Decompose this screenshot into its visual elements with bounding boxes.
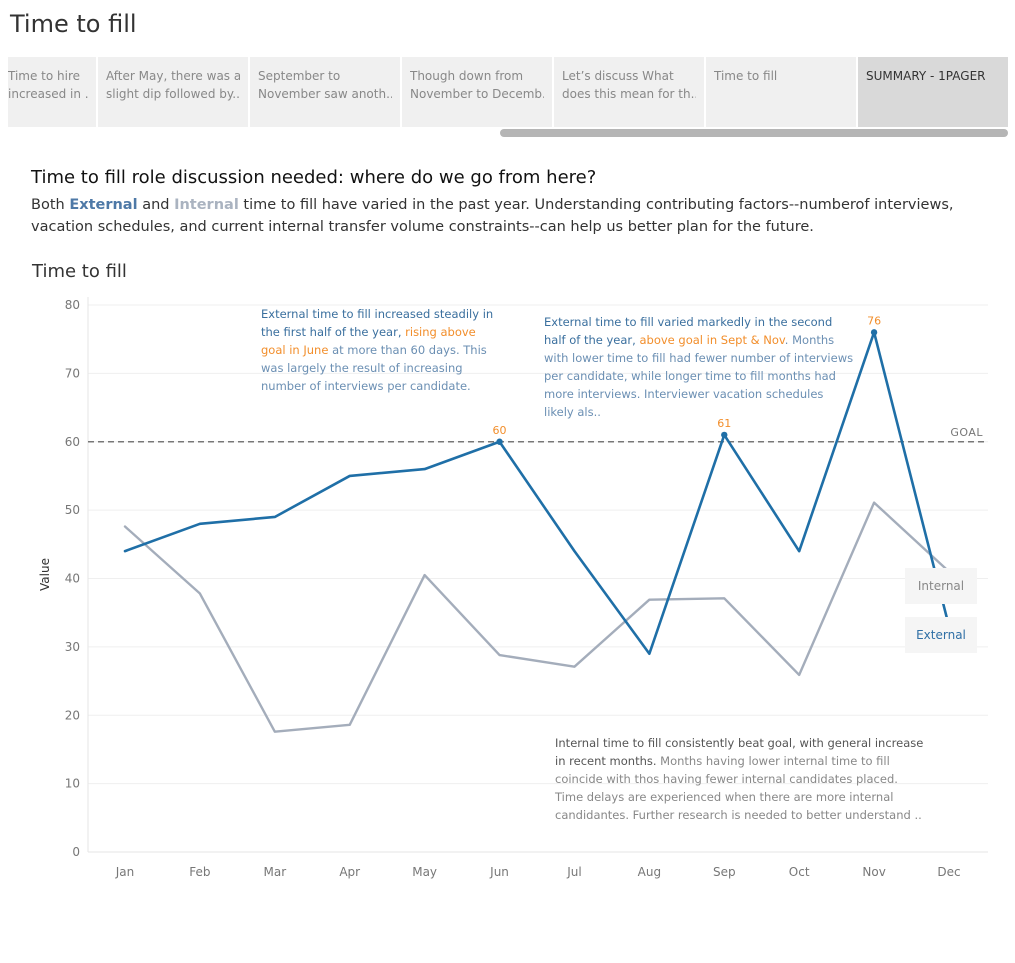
data-label: 76 [867,314,881,327]
x-tick-label: Jan [115,865,135,879]
data-point-internal [349,724,351,726]
x-tick-label: Sep [713,865,736,879]
subtext-internal: Internal [174,197,239,213]
ann1-part3: at more than 60 days. This was largely t… [261,343,487,393]
tabs-scrollbar[interactable] [500,129,1008,137]
x-tick-label: Feb [189,865,210,879]
data-point-internal [423,574,425,576]
x-tick-label: Mar [263,865,286,879]
subtext-both: Both [31,197,65,213]
tab-line: Time to hire [8,69,81,83]
story-tab-4[interactable]: Though down from November to Decemb.. [402,57,552,127]
data-point-internal [798,674,800,676]
data-point-internal [199,592,201,594]
series-line-internal [123,501,951,733]
y-tick-label: 70 [65,366,80,380]
subtext-rest: time to fill have varied in the past yea… [31,197,954,235]
data-point-external [349,475,351,477]
data-point-internal [648,598,650,600]
x-tick-label: Oct [789,865,810,879]
legend-internal[interactable]: Internal [905,568,977,604]
y-axis-title: Value [38,558,52,591]
y-tick-label: 40 [65,572,80,586]
story-tabs: Time to hire increased in .. After May, … [8,57,1008,127]
data-point-external [648,653,650,655]
subtext-external: External [69,197,138,213]
highlight-point [870,329,878,336]
y-tick-label: 10 [65,777,80,791]
x-tick-label: Dec [937,865,960,879]
data-point-internal [873,501,875,503]
y-tick-label: 20 [65,708,80,722]
x-tick-label: Jul [566,865,581,879]
x-tick-label: May [412,865,437,879]
data-label: 60 [493,424,507,437]
data-label: 61 [717,417,731,430]
tab-line: November saw anoth.. [258,87,392,101]
subtext-and: and [142,197,170,213]
data-point-internal [124,525,126,527]
y-tick-label: 60 [65,435,80,449]
dashboard-subtext: Both External and Internal time to fill … [31,194,1001,238]
data-point-internal [498,654,500,656]
x-tick-label: Jun [489,865,509,879]
tab-line: slight dip followed by.. [106,87,240,101]
x-tick-label: Nov [862,865,885,879]
data-point-external [274,516,276,518]
data-point-external [124,550,126,552]
data-point-internal [723,597,725,599]
y-tick-label: 50 [65,503,80,517]
story-title: Time to fill [10,10,137,38]
annotation-external-second-half: External time to fill varied markedly in… [544,313,854,421]
ann3-part1: Internal time to fill consistently beat … [555,736,924,768]
highlight-point [721,431,728,439]
story-tab-7-active[interactable]: SUMMARY - 1PAGER [858,57,1008,127]
tab-line: September to [258,69,341,83]
annotation-external-first-half: External time to fill increased steadily… [261,305,501,395]
ann1-part2: rising above goal in June [261,325,476,357]
ann2-part2: above goal in Sept & Nov [639,333,785,347]
tab-line: After May, there was a [106,69,240,83]
x-tick-label: Aug [638,865,661,879]
time-to-fill-chart: 0 10 20 30 40 50 60 70 80 Jan Feb Mar Apr May Jun Jul Au… [38,297,988,879]
ann1-part1: External time to fill increased steadily… [261,307,494,339]
data-point-external [423,468,425,470]
story-tab-1[interactable]: Time to hire increased in .. [8,57,96,127]
tab-line: SUMMARY - 1PAGER [866,69,986,83]
story-tab-6[interactable]: Time to fill [706,57,856,127]
dashboard-headline: Time to fill role discussion needed: whe… [31,167,597,188]
data-point-external [798,550,800,552]
data-point-internal [573,666,575,668]
tab-line: increased in .. [8,87,88,101]
story-tab-3[interactable]: September to November saw anoth.. [250,57,400,127]
story-tab-2[interactable]: After May, there was a slight dip follow… [98,57,248,127]
story-tab-5[interactable]: Let’s discuss What does this mean for th… [554,57,704,127]
tab-line: November to Decemb.. [410,87,544,101]
tab-line: Time to fill [714,69,778,83]
tab-line: Let’s discuss What [562,69,674,83]
data-point-external [573,550,575,552]
y-tick-label: 0 [72,845,80,859]
data-point-external [199,523,201,525]
data-point-internal [274,730,276,732]
chart-title: Time to fill [32,261,127,282]
tab-line: Though down from [410,69,524,83]
goal-label: GOAL [950,426,983,439]
tab-line: does this mean for th.. [562,87,696,101]
highlight-point [496,438,503,445]
x-tick-label: Apr [339,865,360,879]
legend-external[interactable]: External [905,617,977,653]
ann2-part3: . Months with lower time to fill had few… [544,333,854,419]
ann3-part2: Months having lower internal time to fil… [555,754,922,822]
y-tick-label: 80 [65,298,80,312]
y-tick-label: 30 [65,640,80,654]
ann2-part1: External time to fill varied markedly in… [544,315,833,347]
annotation-internal: Internal time to fill consistently beat … [555,734,925,824]
series-line-external [123,331,951,656]
